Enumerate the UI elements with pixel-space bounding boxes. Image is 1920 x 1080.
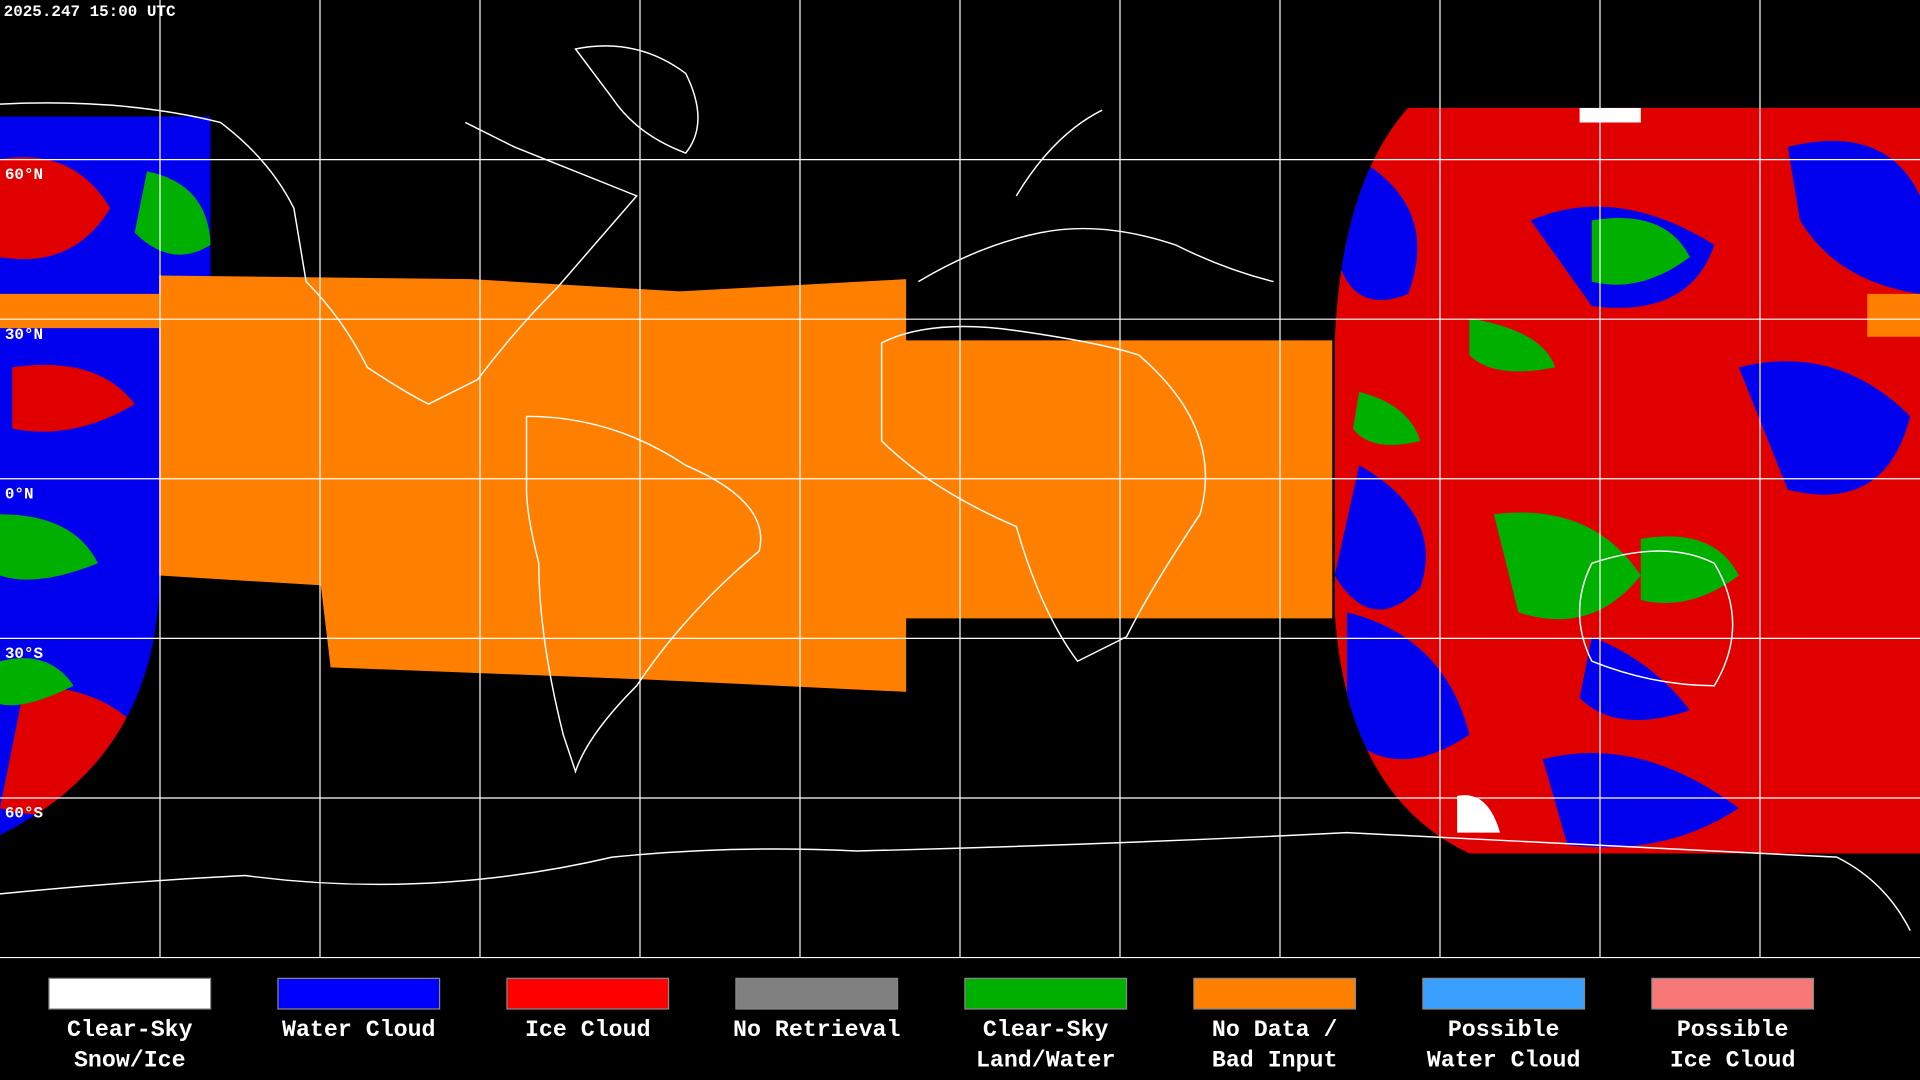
latitude-label: 30°N — [5, 326, 43, 344]
legend-swatch — [506, 977, 670, 1010]
legend: Clear-Sky Snow/Ice Water Cloud Ice Cloud No … — [48, 977, 1815, 1074]
satellite-disk — [1334, 107, 1920, 854]
latitude-label: 30°S — [5, 645, 44, 663]
legend-label: Ice Cloud — [525, 1017, 651, 1043]
latitude-labels: 60°N 30°N 0°N 30°S 60°S — [5, 166, 44, 822]
legend-swatch — [277, 977, 441, 1010]
graticule — [0, 0, 1920, 959]
latitude-label: 60°N — [5, 166, 43, 184]
legend-swatch — [1193, 977, 1357, 1010]
timestamp: 2025.247 15:00 UTC — [4, 3, 176, 21]
legend-swatch — [964, 977, 1128, 1010]
legend-swatch — [48, 977, 212, 1010]
legend-label: Possible — [1448, 1017, 1560, 1043]
legend-label: Clear-Sky — [983, 1017, 1109, 1043]
legend-label: Bad Input — [1212, 1048, 1338, 1074]
legend-swatch — [735, 977, 899, 1010]
legend-label: Clear-Sky — [67, 1017, 193, 1043]
legend-label: No Retrieval — [733, 1017, 900, 1043]
legend-label: Ice Cloud — [1670, 1048, 1796, 1074]
legend-label: Water Cloud — [282, 1017, 435, 1043]
legend-label: Snow/Ice — [74, 1048, 186, 1074]
legend-label: No Data / — [1212, 1017, 1338, 1043]
legend-label: Possible — [1677, 1017, 1789, 1043]
legend-label: Water Cloud — [1427, 1048, 1580, 1074]
legend-swatch — [1422, 977, 1586, 1010]
coastlines — [0, 45, 1911, 931]
legend-swatch — [1651, 977, 1815, 1010]
latitude-label: 60°S — [5, 805, 44, 823]
legend-label: Land/Water — [976, 1048, 1116, 1074]
latitude-label: 0°N — [5, 485, 34, 503]
